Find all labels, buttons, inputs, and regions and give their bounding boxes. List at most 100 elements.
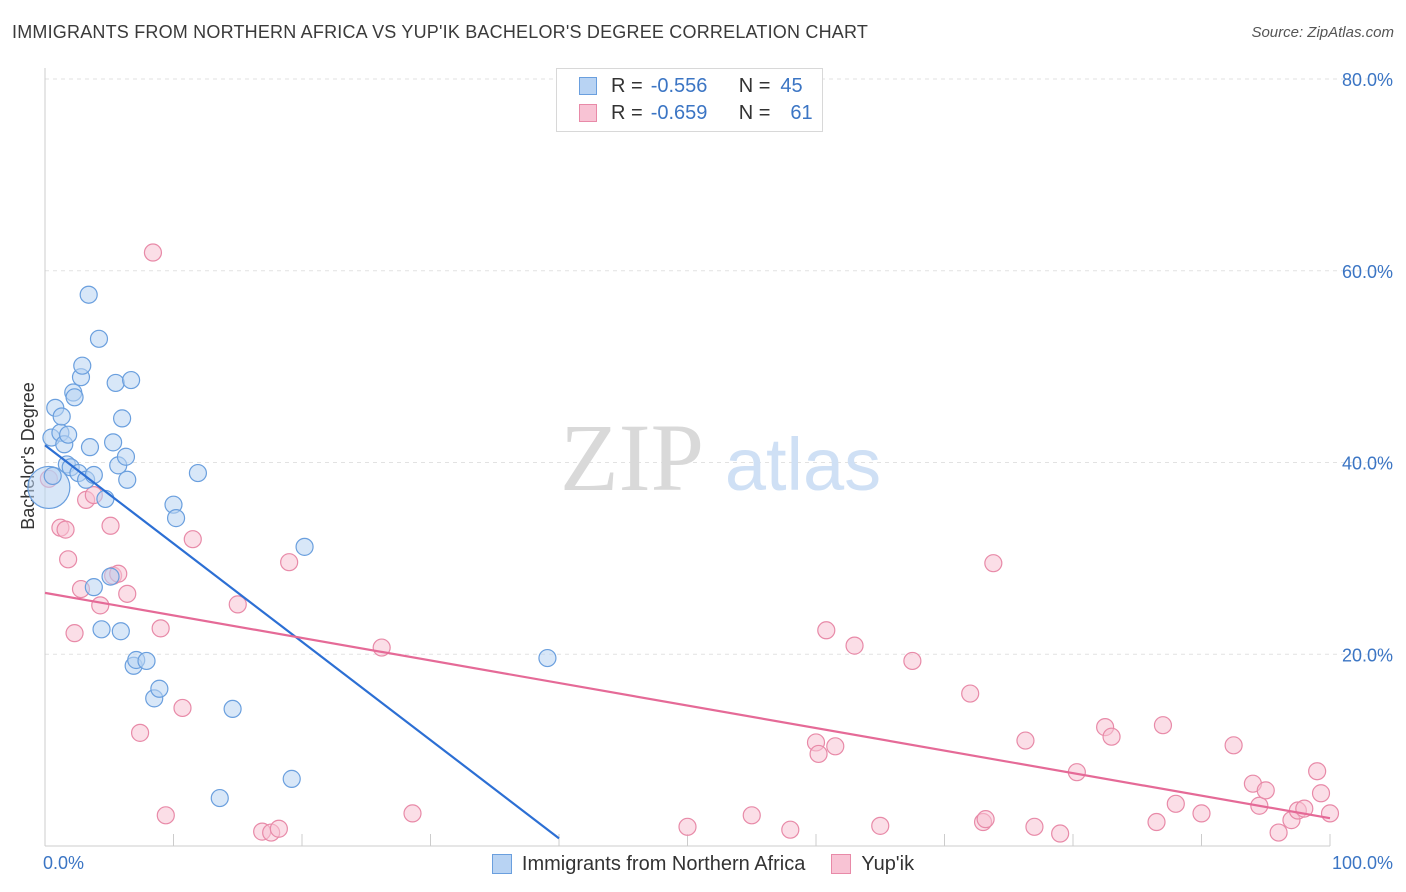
legend-label-yupik: Yup'ik (861, 852, 915, 875)
point-yupik (118, 584, 137, 603)
point-yupik (976, 810, 995, 829)
legend-label-immigrants: Immigrants from Northern Africa (521, 852, 806, 875)
point-yupik (1320, 804, 1340, 823)
point-immigrants (282, 769, 301, 788)
data-points (27, 243, 1340, 843)
point-yupik (742, 806, 761, 825)
watermark-atlas: atlas (725, 423, 881, 506)
point-yupik (65, 624, 84, 643)
point-yupik (143, 243, 163, 262)
point-immigrants (101, 567, 120, 586)
point-immigrants (80, 438, 100, 457)
point-yupik (1102, 727, 1121, 746)
legend-r-label: R = (611, 74, 643, 97)
y-tick-label: 60.0% (1342, 262, 1393, 282)
point-yupik (403, 804, 422, 823)
point-immigrants (166, 509, 186, 528)
x-tick-label: 100.0% (1332, 853, 1393, 873)
legend-swatch-pink (831, 854, 852, 874)
point-immigrants (111, 622, 130, 641)
legend-n-value: 45 (780, 74, 803, 97)
point-yupik (984, 554, 1003, 573)
legend-row-yupik: R = -0.659 N = 61 (579, 100, 813, 126)
point-immigrants (104, 433, 123, 452)
series-legend: Immigrants from Northern Africa Yup'ik (0, 850, 1406, 878)
point-yupik (56, 520, 75, 539)
point-yupik (871, 816, 890, 835)
point-immigrants (89, 329, 109, 348)
point-immigrants (65, 388, 84, 407)
point-yupik (183, 530, 202, 549)
point-immigrants (150, 679, 169, 698)
point-yupik (961, 684, 980, 703)
point-immigrants (59, 425, 78, 444)
point-immigrants (116, 447, 136, 466)
x-tick-label: 0.0% (43, 853, 84, 873)
source-credit: Source: ZipAtlas.com (1251, 24, 1394, 41)
point-immigrants (112, 409, 132, 428)
point-yupik (1192, 804, 1211, 823)
point-yupik (1308, 762, 1327, 781)
y-tick-labels: 20.0% 40.0% 60.0% 80.0% (1342, 70, 1393, 665)
trendline-immigrants (44, 444, 560, 840)
trendlines (44, 444, 1331, 840)
point-immigrants (52, 407, 71, 426)
point-yupik (826, 737, 845, 756)
x-tick-labels: 0.0% 100.0% (43, 853, 1393, 873)
legend-item-immigrants: Immigrants from Northern Africa (491, 852, 806, 876)
point-immigrants (188, 463, 208, 483)
trendline-yupik (44, 591, 1331, 820)
point-yupik (678, 817, 697, 836)
point-yupik (1166, 794, 1185, 813)
point-immigrants (121, 370, 141, 390)
point-yupik (101, 516, 120, 535)
point-yupik (817, 621, 836, 640)
y-tick-label: 80.0% (1342, 70, 1393, 90)
point-immigrants (223, 699, 242, 718)
legend-swatch-blue (491, 854, 512, 874)
point-yupik (156, 806, 175, 825)
point-yupik (781, 820, 800, 839)
point-immigrants (92, 620, 111, 639)
point-immigrants (84, 578, 103, 597)
legend-n-label: N = (738, 101, 771, 124)
y-tick-label: 40.0% (1342, 454, 1393, 474)
point-yupik (173, 698, 192, 718)
point-immigrants (73, 356, 92, 375)
point-yupik (1025, 817, 1044, 836)
point-yupik (1224, 736, 1243, 755)
point-yupik (1016, 731, 1035, 750)
point-yupik (228, 595, 247, 614)
watermark: ZIP atlas (560, 404, 881, 511)
point-yupik (809, 744, 828, 764)
legend-swatch-pink (579, 104, 597, 122)
y-tick-label: 20.0% (1342, 645, 1393, 665)
point-yupik (91, 596, 110, 615)
legend-row-immigrants: R = -0.556 N = 45 (579, 73, 803, 99)
point-yupik (1311, 784, 1331, 803)
legend-item-yupik: Yup'ik (831, 853, 914, 876)
point-immigrants (538, 648, 557, 668)
legend-swatch-blue (579, 77, 597, 95)
legend-r-value: -0.659 (650, 101, 708, 124)
point-immigrants (118, 470, 137, 489)
point-yupik (1269, 823, 1288, 842)
point-immigrants (79, 285, 98, 304)
chart-title: IMMIGRANTS FROM NORTHERN AFRICA VS YUP'I… (12, 22, 869, 42)
point-yupik (903, 651, 922, 671)
point-immigrants (43, 466, 62, 486)
point-yupik (130, 723, 150, 742)
gridlines (45, 78, 1392, 655)
point-immigrants (106, 373, 125, 393)
legend-n-label: N = (738, 74, 771, 97)
point-immigrants (84, 465, 103, 485)
point-yupik (151, 619, 170, 638)
point-immigrants (295, 537, 314, 556)
legend-r-label: R = (611, 101, 643, 124)
point-yupik (1153, 716, 1173, 735)
point-immigrants (210, 788, 229, 808)
point-immigrants (137, 651, 156, 671)
correlation-legend: R = -0.556 N = 45 R = -0.659 N = 61 (556, 68, 823, 132)
point-yupik (845, 636, 864, 655)
